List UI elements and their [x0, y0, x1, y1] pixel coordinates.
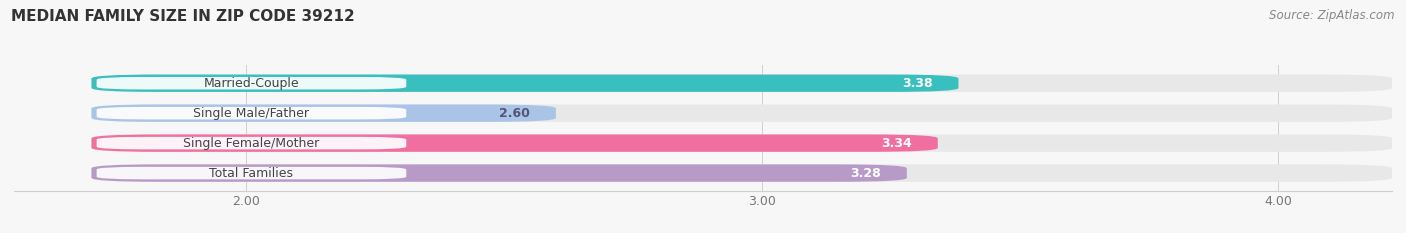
- Text: 3.28: 3.28: [851, 167, 882, 180]
- FancyBboxPatch shape: [97, 137, 406, 149]
- Text: 3.34: 3.34: [882, 137, 912, 150]
- Text: 2.60: 2.60: [499, 107, 530, 120]
- FancyBboxPatch shape: [97, 107, 406, 120]
- FancyBboxPatch shape: [97, 167, 406, 179]
- FancyBboxPatch shape: [91, 164, 907, 182]
- Text: Single Female/Mother: Single Female/Mother: [183, 137, 319, 150]
- FancyBboxPatch shape: [91, 75, 959, 92]
- Text: Source: ZipAtlas.com: Source: ZipAtlas.com: [1270, 9, 1395, 22]
- FancyBboxPatch shape: [91, 134, 1392, 152]
- FancyBboxPatch shape: [91, 75, 1392, 92]
- Text: Total Families: Total Families: [209, 167, 294, 180]
- Text: MEDIAN FAMILY SIZE IN ZIP CODE 39212: MEDIAN FAMILY SIZE IN ZIP CODE 39212: [11, 9, 354, 24]
- Text: Married-Couple: Married-Couple: [204, 77, 299, 90]
- FancyBboxPatch shape: [91, 104, 555, 122]
- FancyBboxPatch shape: [91, 104, 1392, 122]
- FancyBboxPatch shape: [91, 134, 938, 152]
- Text: 3.38: 3.38: [903, 77, 932, 90]
- FancyBboxPatch shape: [91, 164, 1392, 182]
- Text: Single Male/Father: Single Male/Father: [194, 107, 309, 120]
- FancyBboxPatch shape: [97, 77, 406, 89]
